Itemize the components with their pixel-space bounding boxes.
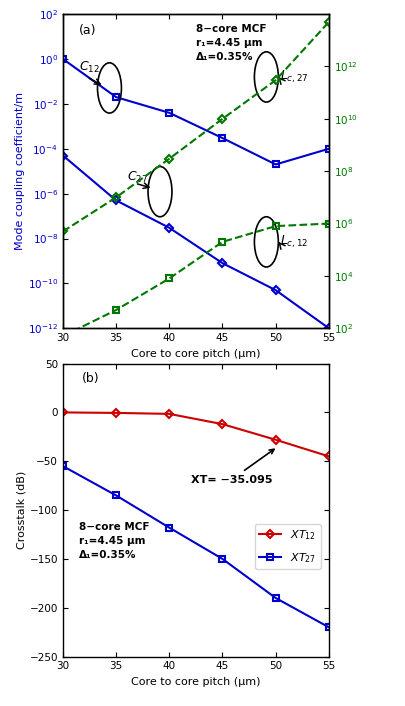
$XT_{12}$ [273,436,277,444]
$XT_{27}$ [60,462,65,470]
Text: XT= −35.095: XT= −35.095 [190,449,273,485]
Line: $XT_{27}$: $XT_{27}$ [60,463,331,630]
Line: $XT_{12}$: $XT_{12}$ [60,409,331,460]
$XT_{12}$ [220,420,224,429]
$XT_{27}$ [113,491,118,500]
Text: $C_{27}$: $C_{27}$ [126,169,147,185]
Text: $C_{12}$: $C_{12}$ [79,60,100,75]
Legend: $XT_{12}$, $XT_{27}$: $XT_{12}$, $XT_{27}$ [254,524,320,569]
Text: (b): (b) [81,372,99,385]
Text: $L_{c,12}$: $L_{c,12}$ [279,234,307,250]
Text: $L_{c,27}$: $L_{c,27}$ [279,68,308,85]
Text: 8−core MCF
r₁=4.45 μm
Δ₁=0.35%: 8−core MCF r₁=4.45 μm Δ₁=0.35% [79,522,149,560]
$XT_{27}$ [326,623,330,631]
Y-axis label: Crosstalk (dB): Crosstalk (dB) [17,471,27,549]
Text: 8−core MCF
r₁=4.45 μm
Δ₁=0.35%: 8−core MCF r₁=4.45 μm Δ₁=0.35% [196,23,266,61]
Y-axis label: Mode coupling coefficient/m: Mode coupling coefficient/m [15,92,25,250]
Text: (a): (a) [79,23,96,37]
X-axis label: Core to core pitch (μm): Core to core pitch (μm) [131,349,260,359]
$XT_{12}$ [60,408,65,417]
$XT_{27}$ [220,555,224,563]
$XT_{12}$ [166,409,171,418]
$XT_{12}$ [113,409,118,417]
$XT_{27}$ [166,523,171,532]
X-axis label: Core to core pitch (μm): Core to core pitch (μm) [131,677,260,687]
$XT_{12}$ [326,452,330,460]
$XT_{27}$ [273,594,277,602]
